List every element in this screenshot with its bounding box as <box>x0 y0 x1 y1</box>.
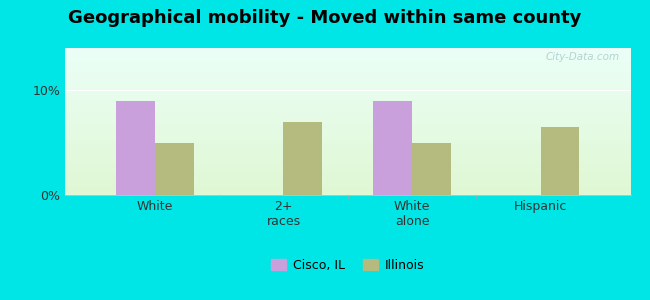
Bar <box>374 100 412 195</box>
Bar <box>283 122 322 195</box>
Bar <box>155 142 194 195</box>
Bar <box>541 127 579 195</box>
Bar <box>412 142 450 195</box>
Bar <box>116 100 155 195</box>
Text: City-Data.com: City-Data.com <box>545 52 619 62</box>
Legend: Cisco, IL, Illinois: Cisco, IL, Illinois <box>266 254 429 277</box>
Text: Geographical mobility - Moved within same county: Geographical mobility - Moved within sam… <box>68 9 582 27</box>
